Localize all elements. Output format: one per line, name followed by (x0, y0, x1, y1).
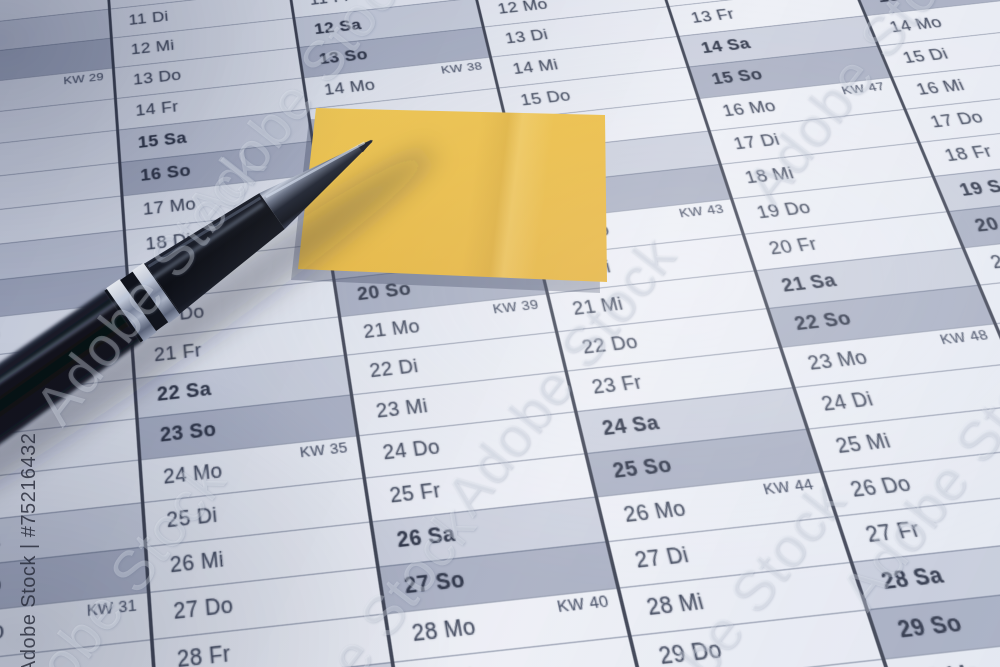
pen-front-section (144, 193, 285, 314)
pen-chrome-ring (106, 279, 157, 342)
pen-chrome-ring (131, 262, 181, 324)
pen-tip-cone (259, 139, 373, 230)
pen-shadow (0, 149, 435, 533)
pen-tip-point (357, 139, 374, 153)
pen-ring-band (104, 263, 181, 343)
pen-barrel (0, 289, 143, 489)
watermark-stock-id: Adobe Stock | #75216432 (18, 432, 40, 667)
